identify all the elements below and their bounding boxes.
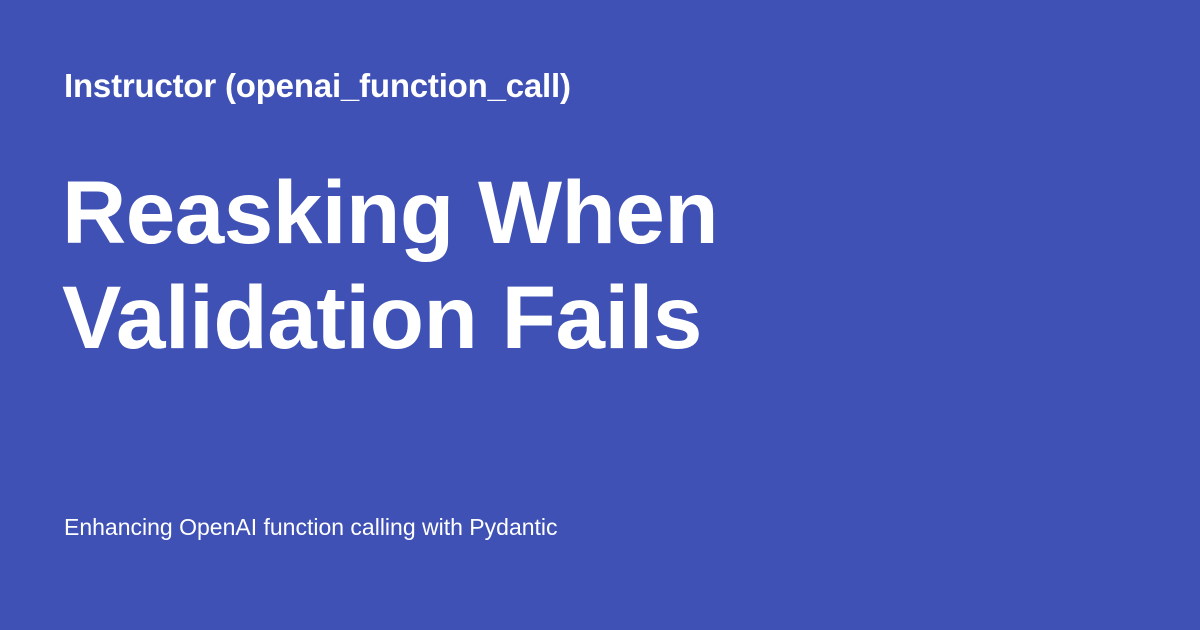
page-title: Reasking When Validation Fails <box>62 160 1062 370</box>
page-description: Enhancing OpenAI function calling with P… <box>64 514 558 540</box>
page-title-line-2: Validation Fails <box>62 267 702 367</box>
site-name: Instructor (openai_function_call) <box>64 67 571 104</box>
page-title-line-1: Reasking When <box>62 162 719 262</box>
